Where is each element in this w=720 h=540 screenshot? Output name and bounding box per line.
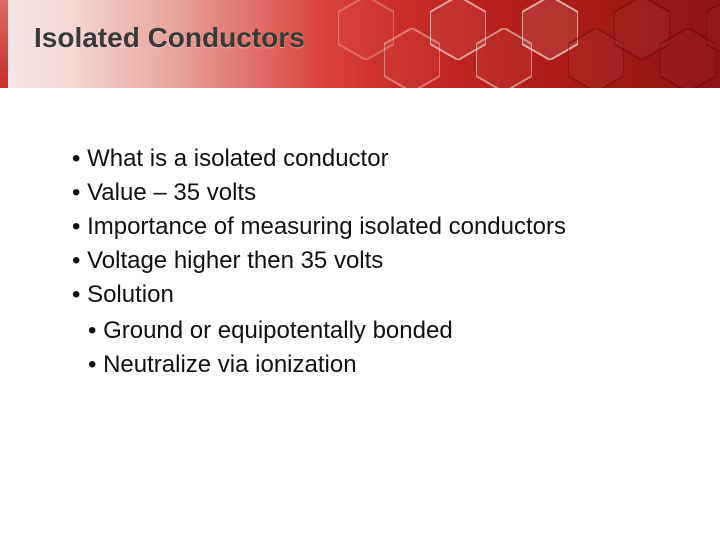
title-band: Isolated Conductors [0, 0, 720, 88]
sub-bullet-list: Ground or equipotentally bonded Neutrali… [88, 316, 666, 380]
list-item: Voltage higher then 35 volts [72, 246, 666, 276]
content-area: What is a isolated conductor Value – 35 … [0, 88, 720, 380]
hexagon-icon [706, 0, 720, 60]
list-item: Neutralize via ionization [88, 350, 666, 380]
list-item: Importance of measuring isolated conduct… [72, 212, 666, 242]
slide-title: Isolated Conductors [34, 22, 305, 54]
hexagon-icon [430, 0, 486, 60]
hexagon-icon [476, 28, 532, 88]
list-item: What is a isolated conductor [72, 144, 666, 174]
hexagon-icon [614, 0, 670, 60]
left-accent-bar [0, 0, 8, 88]
bullet-list: What is a isolated conductor Value – 35 … [72, 144, 666, 310]
list-item: Ground or equipotentally bonded [88, 316, 666, 346]
hexagon-icon [384, 28, 440, 88]
hexagon-icon [522, 0, 578, 60]
hexagon-icon [660, 28, 716, 88]
hexagon-icon [338, 0, 394, 60]
list-item: Value – 35 volts [72, 178, 666, 208]
hexagon-icon [568, 28, 624, 88]
list-item: Solution [72, 280, 666, 310]
